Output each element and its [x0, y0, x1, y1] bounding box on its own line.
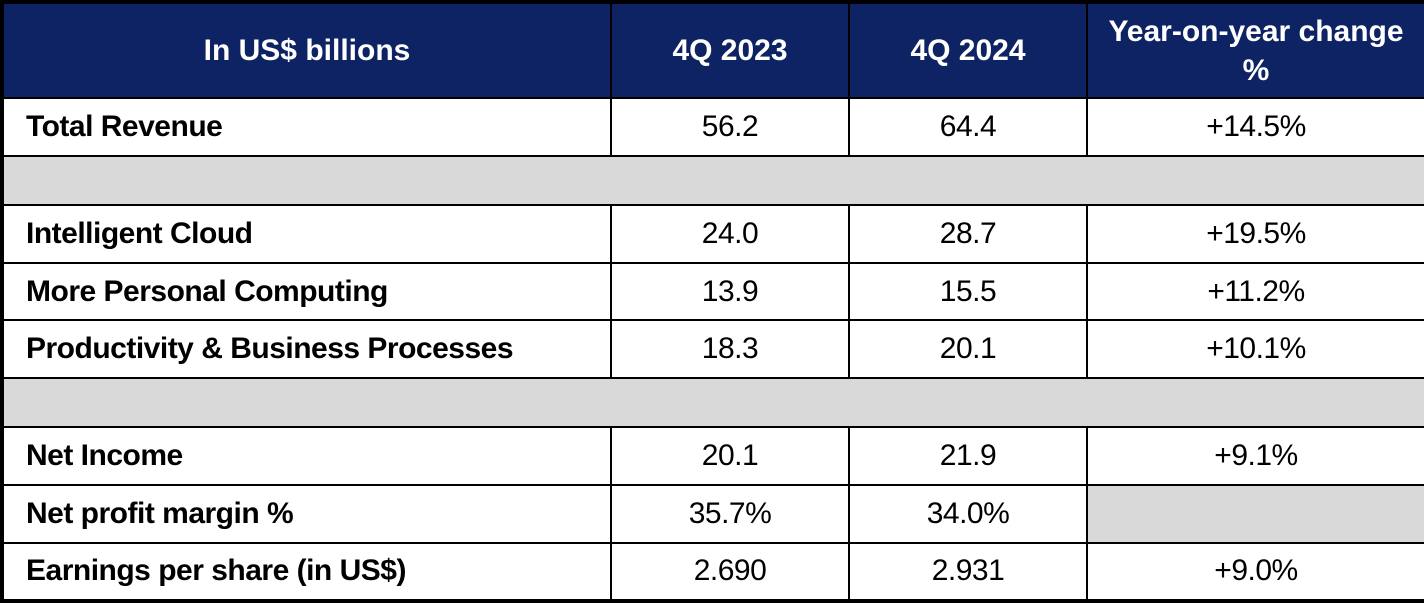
value-yoy: +9.0% — [1086, 541, 1424, 603]
row-label: Net profit margin % — [1, 484, 612, 544]
value-4q2023: 24.0 — [610, 203, 850, 264]
value-4q2024: 34.0% — [848, 484, 1088, 544]
value-yoy: +19.5% — [1086, 203, 1424, 264]
table-row-net-income: Net Income 20.1 21.9 +9.1% — [1, 426, 1424, 487]
table-row-earnings-per-share: Earnings per share (in US$) 2.690 2.931 … — [1, 541, 1424, 603]
row-label: Total Revenue — [1, 97, 612, 157]
value-4q2023: 56.2 — [610, 97, 850, 157]
value-4q2024: 15.5 — [848, 261, 1088, 322]
table-row-more-personal-computing: More Personal Computing 13.9 15.5 +11.2% — [1, 261, 1424, 322]
value-4q2023: 13.9 — [610, 261, 850, 322]
separator-row — [1, 154, 1424, 206]
table-row-total-revenue: Total Revenue 56.2 64.4 +14.5% — [1, 97, 1424, 157]
separator-row — [1, 377, 1424, 429]
row-label: Earnings per share (in US$) — [1, 541, 612, 603]
value-4q2024: 2.931 — [848, 541, 1088, 603]
table-row-net-profit-margin: Net profit margin % 35.7% 34.0% — [1, 484, 1424, 544]
separator-band — [1, 377, 1424, 429]
header-cell-yoy-change: Year-on-year change % — [1086, 1, 1424, 99]
value-yoy-empty — [1086, 484, 1424, 544]
value-4q2023: 18.3 — [610, 319, 850, 380]
row-label: More Personal Computing — [1, 261, 612, 322]
value-4q2024: 28.7 — [848, 203, 1088, 264]
header-cell-4q2024: 4Q 2024 — [848, 1, 1088, 99]
value-4q2024: 21.9 — [848, 426, 1088, 487]
header-row: In US$ billions 4Q 2023 4Q 2024 Year-on-… — [1, 1, 1424, 99]
value-4q2024: 64.4 — [848, 97, 1088, 157]
header-cell-metric: In US$ billions — [1, 1, 612, 99]
value-4q2023: 35.7% — [610, 484, 850, 544]
table-row-intelligent-cloud: Intelligent Cloud 24.0 28.7 +19.5% — [1, 203, 1424, 264]
row-label: Net Income — [1, 426, 612, 487]
value-4q2023: 20.1 — [610, 426, 850, 487]
value-4q2023: 2.690 — [610, 541, 850, 603]
value-yoy: +10.1% — [1086, 319, 1424, 380]
table-row-productivity-business-processes: Productivity & Business Processes 18.3 2… — [1, 319, 1424, 380]
row-label: Productivity & Business Processes — [1, 319, 612, 380]
header-cell-4q2023: 4Q 2023 — [610, 1, 850, 99]
value-yoy: +14.5% — [1086, 97, 1424, 157]
row-label: Intelligent Cloud — [1, 203, 612, 264]
value-yoy: +11.2% — [1086, 261, 1424, 322]
separator-band — [1, 154, 1424, 206]
value-4q2024: 20.1 — [848, 319, 1088, 380]
value-yoy: +9.1% — [1086, 426, 1424, 487]
